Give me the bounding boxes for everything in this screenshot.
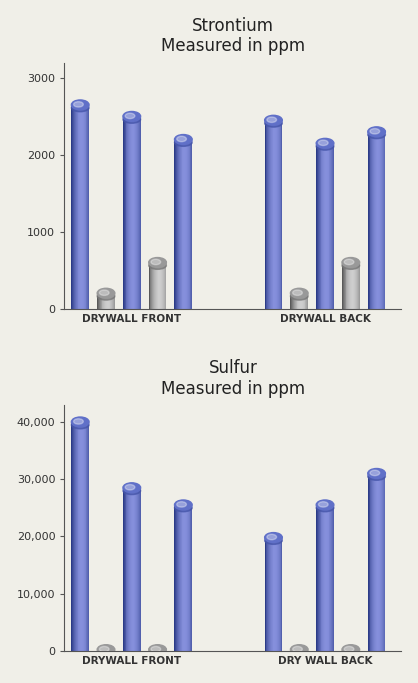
Ellipse shape	[368, 469, 385, 478]
Ellipse shape	[99, 646, 109, 652]
Ellipse shape	[99, 290, 109, 296]
Ellipse shape	[149, 649, 166, 656]
Ellipse shape	[319, 502, 328, 507]
Ellipse shape	[368, 127, 385, 137]
Ellipse shape	[316, 500, 334, 510]
Title: Strontium
Measured in ppm: Strontium Measured in ppm	[161, 16, 305, 55]
Ellipse shape	[174, 500, 192, 510]
Ellipse shape	[342, 257, 359, 267]
Ellipse shape	[177, 136, 186, 141]
Ellipse shape	[291, 645, 308, 654]
Ellipse shape	[71, 417, 89, 427]
Ellipse shape	[293, 646, 302, 652]
Ellipse shape	[344, 646, 354, 652]
Ellipse shape	[125, 113, 135, 119]
Ellipse shape	[74, 102, 83, 107]
Ellipse shape	[125, 484, 135, 490]
Title: Sulfur
Measured in ppm: Sulfur Measured in ppm	[161, 359, 305, 398]
Ellipse shape	[174, 139, 192, 146]
Ellipse shape	[370, 128, 380, 134]
Ellipse shape	[151, 260, 161, 265]
Ellipse shape	[368, 130, 385, 139]
Ellipse shape	[265, 115, 282, 125]
Ellipse shape	[123, 111, 140, 122]
Ellipse shape	[316, 142, 334, 150]
Ellipse shape	[123, 483, 140, 492]
Ellipse shape	[344, 260, 354, 265]
Ellipse shape	[267, 534, 277, 540]
Ellipse shape	[293, 290, 302, 296]
Ellipse shape	[74, 419, 83, 424]
Ellipse shape	[368, 473, 385, 480]
Ellipse shape	[97, 645, 115, 654]
Ellipse shape	[342, 649, 359, 656]
Ellipse shape	[265, 537, 282, 544]
Ellipse shape	[370, 470, 380, 475]
Ellipse shape	[97, 288, 115, 298]
Ellipse shape	[71, 100, 89, 110]
Ellipse shape	[265, 533, 282, 542]
Ellipse shape	[149, 645, 166, 654]
Ellipse shape	[265, 120, 282, 127]
Ellipse shape	[97, 649, 115, 656]
Ellipse shape	[291, 288, 308, 298]
Ellipse shape	[342, 645, 359, 654]
Ellipse shape	[149, 262, 166, 269]
Ellipse shape	[174, 504, 192, 512]
Ellipse shape	[71, 104, 89, 112]
Ellipse shape	[316, 139, 334, 148]
Ellipse shape	[149, 257, 166, 267]
Ellipse shape	[342, 262, 359, 269]
Ellipse shape	[291, 649, 308, 656]
Ellipse shape	[151, 646, 161, 652]
Ellipse shape	[71, 421, 89, 429]
Ellipse shape	[123, 487, 140, 494]
Ellipse shape	[177, 502, 186, 507]
Ellipse shape	[123, 115, 140, 123]
Ellipse shape	[174, 135, 192, 144]
Ellipse shape	[267, 117, 277, 122]
Ellipse shape	[97, 292, 115, 300]
Ellipse shape	[291, 292, 308, 300]
Ellipse shape	[316, 504, 334, 512]
Ellipse shape	[319, 140, 328, 145]
